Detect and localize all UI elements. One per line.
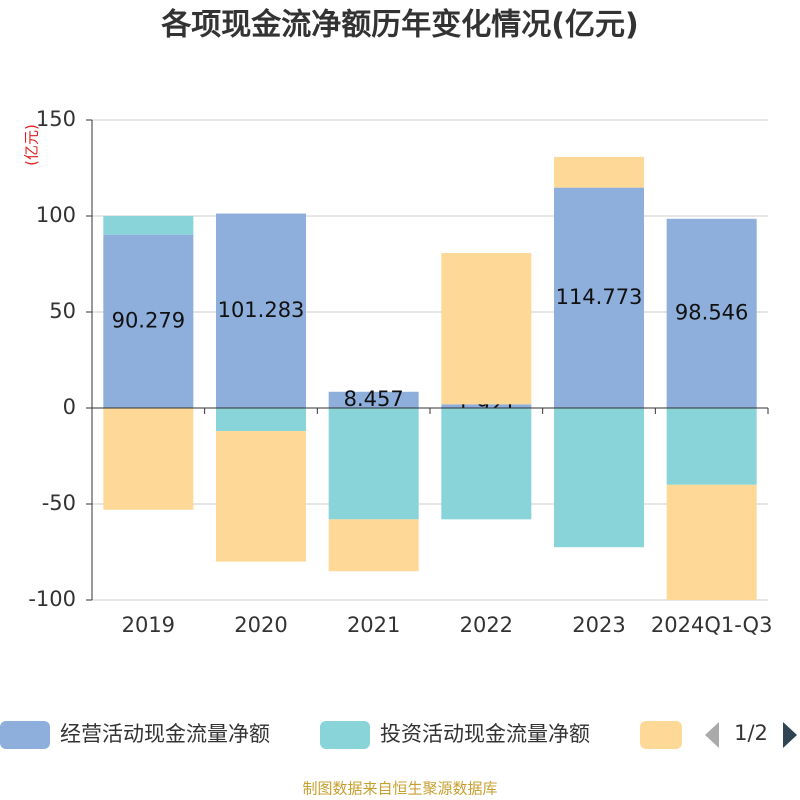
y-tick-label: -100 bbox=[28, 587, 76, 611]
data-label: 98.546 bbox=[675, 300, 748, 324]
source: 制图数据来自恒生聚源数据库 bbox=[302, 780, 497, 798]
legend-swatch bbox=[320, 721, 370, 749]
bar bbox=[666, 218, 757, 408]
data-label: 101.283 bbox=[218, 298, 305, 322]
bar bbox=[554, 408, 644, 548]
legend-prev[interactable] bbox=[705, 722, 719, 748]
data-label: 90.279 bbox=[112, 308, 185, 332]
chart-title: 各项现金流净额历年变化情况(亿元) bbox=[160, 8, 638, 43]
legend-label: 投资活动现金流量净额 bbox=[380, 722, 590, 746]
y-tick-label: 100 bbox=[36, 203, 76, 227]
y-tick-label: 50 bbox=[49, 299, 76, 323]
legend-page: 1/2 bbox=[734, 721, 768, 745]
bar bbox=[554, 187, 644, 408]
y-axis-label: (亿元) bbox=[23, 124, 41, 166]
bar bbox=[441, 408, 532, 520]
x-tick-label: 2024Q1-Q3 bbox=[651, 613, 773, 637]
bar bbox=[441, 253, 532, 405]
bar bbox=[328, 391, 419, 408]
legend-next[interactable] bbox=[783, 722, 797, 748]
bar bbox=[216, 408, 306, 432]
legend-swatch bbox=[640, 721, 682, 749]
bar bbox=[216, 213, 306, 408]
bar bbox=[554, 156, 644, 188]
bar bbox=[441, 404, 532, 408]
x-tick-label: 2020 bbox=[234, 613, 287, 637]
x-tick-label: 2023 bbox=[572, 613, 625, 637]
bar bbox=[103, 216, 194, 235]
legend-label: 经营活动现金流量净额 bbox=[60, 722, 270, 746]
bar bbox=[328, 519, 419, 572]
bar bbox=[103, 408, 194, 510]
bar bbox=[328, 408, 419, 520]
y-tick-label: -50 bbox=[42, 491, 76, 515]
y-tick-label: 0 bbox=[63, 395, 76, 419]
bar bbox=[666, 408, 757, 485]
bar bbox=[216, 431, 306, 562]
y-tick-label: 150 bbox=[36, 107, 76, 131]
data-label: 8.457 bbox=[344, 387, 404, 411]
x-tick-label: 2019 bbox=[122, 613, 175, 637]
x-tick-label: 2021 bbox=[347, 613, 400, 637]
bar bbox=[666, 484, 757, 600]
data-label: 114.773 bbox=[556, 285, 643, 309]
legend-swatch bbox=[0, 721, 50, 749]
bar bbox=[103, 234, 194, 408]
x-tick-label: 2022 bbox=[460, 613, 513, 637]
